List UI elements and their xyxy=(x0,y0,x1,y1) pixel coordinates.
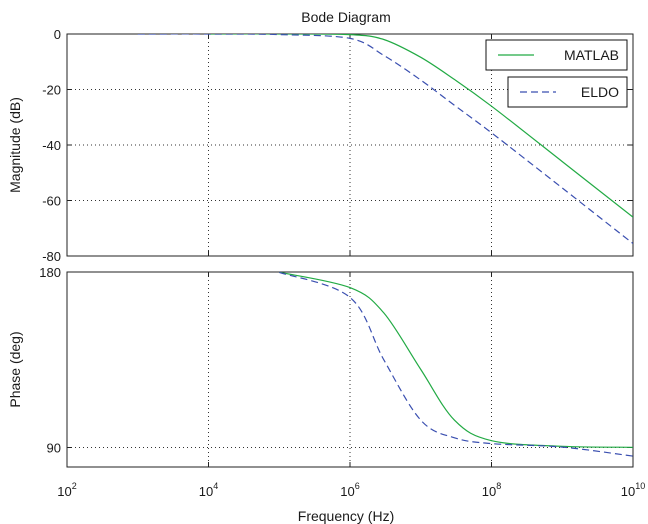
phase-ytick-label-0: 180 xyxy=(39,265,61,280)
x-tick-labels: 102 104 106 108 1010 xyxy=(57,481,645,499)
phase-axes-box xyxy=(66,271,634,468)
magnitude-ytick-label-3: -60 xyxy=(42,194,61,209)
phase-ytick-label-1: 90 xyxy=(47,441,61,456)
magnitude-y-axis-label: Magnitude (dB) xyxy=(7,97,23,193)
magnitude-panel: 0 -20 -40 -60 -80 Magnitude (dB) xyxy=(7,27,634,264)
x-tick-label-4: 104 xyxy=(199,481,218,499)
x-tick-label-6: 106 xyxy=(340,481,359,499)
phase-series-matlab xyxy=(279,272,633,448)
x-tick-label-10: 1010 xyxy=(621,481,645,499)
magnitude-ytick-label-4: -80 xyxy=(42,249,61,264)
magnitude-series-eldo xyxy=(137,34,633,244)
magnitude-ytick-label-0: 0 xyxy=(54,27,61,42)
phase-panel: 180 90 Phase (deg) xyxy=(7,265,634,468)
magnitude-ytick-label-1: -20 xyxy=(42,83,61,98)
x-tick-label-8: 108 xyxy=(482,481,501,499)
legend-label-matlab: MATLAB xyxy=(564,47,619,63)
legend-box-eldo xyxy=(507,76,628,108)
magnitude-ytick-label-2: -40 xyxy=(42,138,61,153)
phase-y-axis-label: Phase (deg) xyxy=(7,331,23,407)
legend-label-eldo: ELDO xyxy=(581,84,619,100)
legend: MATLAB ELDO xyxy=(485,39,628,108)
magnitude-series-matlab xyxy=(208,34,633,218)
x-tick-label-2: 102 xyxy=(57,481,76,499)
chart-title: Bode Diagram xyxy=(301,9,391,25)
phase-series-eldo xyxy=(279,272,633,457)
x-axis-label: Frequency (Hz) xyxy=(298,508,394,524)
